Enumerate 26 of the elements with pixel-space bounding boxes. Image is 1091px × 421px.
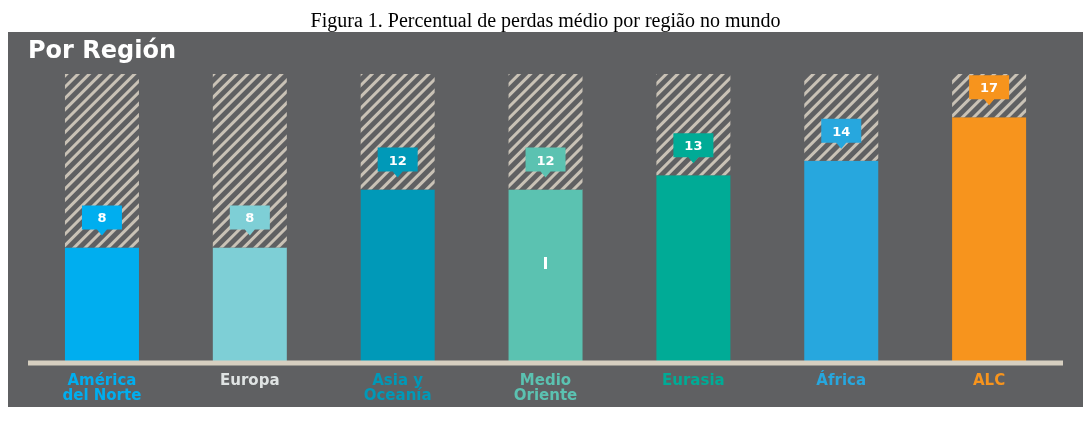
bar	[64, 74, 139, 248]
bar	[212, 247, 287, 363]
annotation: I	[541, 254, 550, 273]
x-tick-label: ALC	[972, 371, 1006, 389]
bar	[360, 189, 435, 363]
x-tick-label: Asia y Oceanía	[363, 371, 432, 404]
data-label: 12	[536, 152, 555, 168]
bar	[804, 160, 879, 363]
x-tick-label: Medio Oriente	[513, 371, 578, 404]
chart-subtitle: Por Región	[28, 36, 177, 64]
chart-title: Figura 1. Percentual de perdas médio por região no mundo	[309, 8, 782, 32]
bar	[656, 175, 731, 363]
data-label: 17	[980, 80, 999, 96]
x-tick-label: África	[816, 370, 867, 389]
data-label: 12	[388, 152, 407, 168]
bar	[212, 74, 287, 248]
data-label: 8	[245, 210, 255, 226]
x-tick-label: Eurasia	[662, 371, 725, 389]
x-tick-label: América del Norte	[62, 371, 142, 404]
data-label: 13	[684, 138, 703, 154]
data-label: 14	[832, 123, 851, 139]
bar	[952, 117, 1027, 363]
data-label: 8	[97, 210, 107, 226]
bar	[64, 247, 139, 363]
bar	[508, 189, 583, 363]
x-tick-label: Europa	[220, 371, 280, 389]
